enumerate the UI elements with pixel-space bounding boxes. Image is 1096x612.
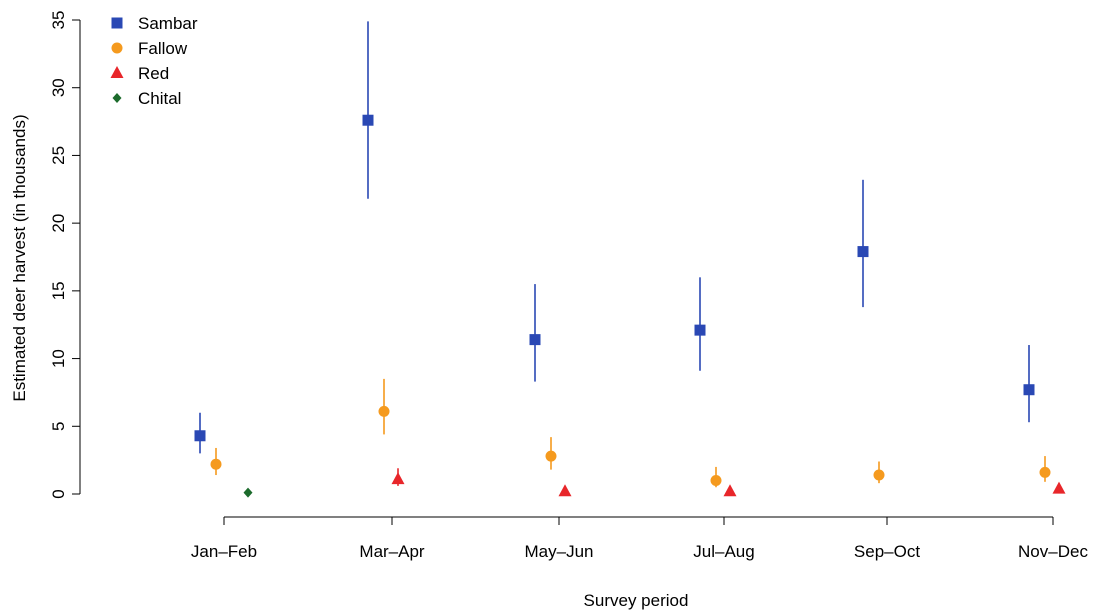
y-tick-label-15: 15 bbox=[49, 281, 68, 300]
point-fallow-jul-aug bbox=[710, 474, 722, 486]
legend-marker-chital bbox=[112, 93, 122, 103]
y-tick-label-25: 25 bbox=[49, 146, 68, 165]
plot-marks bbox=[194, 21, 1066, 498]
series-red bbox=[391, 468, 1066, 497]
y-tick-label-35: 35 bbox=[49, 11, 68, 30]
point-sambar-nov-dec bbox=[1023, 384, 1035, 396]
series-chital bbox=[243, 487, 253, 498]
legend-item-red: Red bbox=[110, 64, 169, 83]
point-fallow-may-jun bbox=[545, 450, 557, 462]
legend-label-red: Red bbox=[138, 64, 169, 83]
legend-marker-red bbox=[110, 66, 124, 78]
y-tick-label-10: 10 bbox=[49, 349, 68, 368]
series-fallow bbox=[210, 378, 1051, 488]
point-red-jul-aug bbox=[723, 484, 737, 497]
legend-marker-fallow bbox=[111, 42, 123, 54]
point-fallow-mar-apr bbox=[378, 405, 390, 417]
series-sambar bbox=[194, 21, 1035, 454]
point-fallow-nov-dec bbox=[1039, 466, 1051, 478]
x-tick-label-jan-feb: Jan–Feb bbox=[191, 542, 257, 561]
y-tick-label-5: 5 bbox=[49, 422, 68, 431]
legend-label-fallow: Fallow bbox=[138, 39, 188, 58]
y-axis: 0 5 10 15 20 25 30 35 bbox=[49, 11, 81, 499]
point-fallow-jan-feb bbox=[210, 458, 222, 470]
legend-item-fallow: Fallow bbox=[111, 39, 188, 58]
point-sambar-may-jun bbox=[529, 334, 541, 346]
x-axis-title: Survey period bbox=[584, 591, 689, 610]
legend-item-sambar: Sambar bbox=[111, 14, 198, 33]
x-tick-label-jul-aug: Jul–Aug bbox=[693, 542, 754, 561]
x-tick-label-mar-apr: Mar–Apr bbox=[359, 542, 425, 561]
y-tick-label-30: 30 bbox=[49, 78, 68, 97]
y-tick-label-20: 20 bbox=[49, 214, 68, 233]
y-axis-title: Estimated deer harvest (in thousands) bbox=[10, 114, 29, 401]
legend-marker-sambar bbox=[111, 17, 123, 29]
point-red-mar-apr bbox=[391, 472, 405, 485]
point-sambar-jul-aug bbox=[694, 324, 706, 336]
point-sambar-mar-apr bbox=[362, 114, 374, 126]
legend-label-chital: Chital bbox=[138, 89, 181, 108]
legend-label-sambar: Sambar bbox=[138, 14, 198, 33]
legend: Sambar Fallow Red Chital bbox=[110, 14, 198, 108]
x-tick-label-nov-dec: Nov–Dec bbox=[1018, 542, 1088, 561]
legend-item-chital: Chital bbox=[112, 89, 181, 108]
point-fallow-sep-oct bbox=[873, 469, 885, 481]
y-tick-label-0: 0 bbox=[49, 489, 68, 498]
x-tick-label-may-jun: May–Jun bbox=[525, 542, 594, 561]
point-sambar-sep-oct bbox=[857, 246, 869, 258]
point-red-nov-dec bbox=[1052, 481, 1066, 494]
x-axis: Jan–Feb Mar–Apr May–Jun Jul–Aug Sep–Oct Nov–D… bbox=[191, 516, 1088, 561]
x-tick-label-sep-oct: Sep–Oct bbox=[854, 542, 920, 561]
point-sambar-jan-feb bbox=[194, 430, 206, 442]
point-red-may-jun bbox=[558, 484, 572, 497]
point-chital-jan-feb bbox=[243, 487, 253, 498]
